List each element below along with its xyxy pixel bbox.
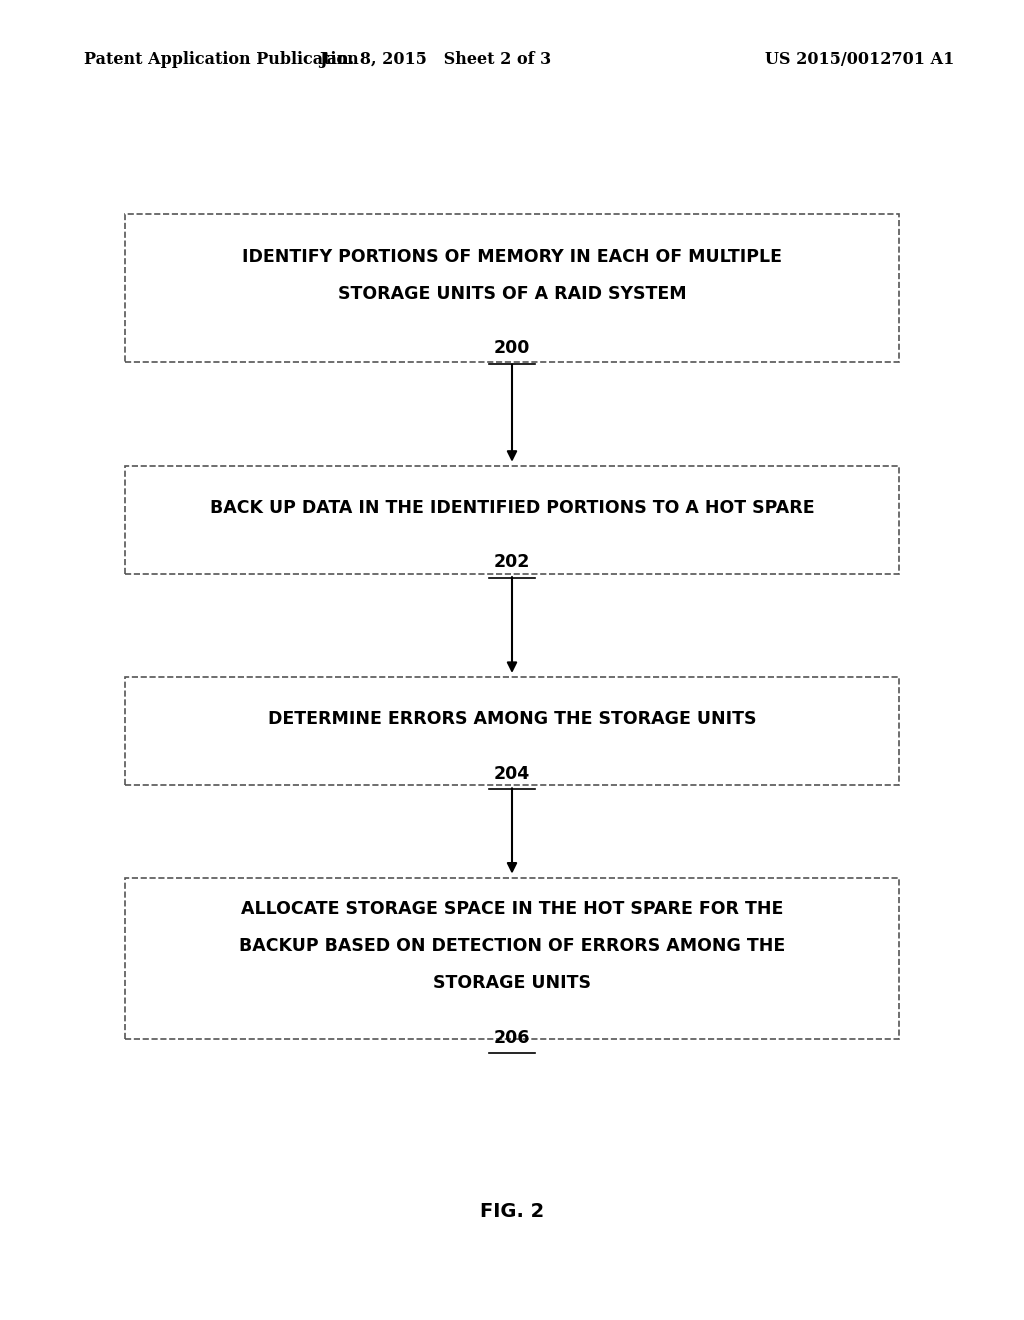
Text: IDENTIFY PORTIONS OF MEMORY IN EACH OF MULTIPLE: IDENTIFY PORTIONS OF MEMORY IN EACH OF M…	[242, 248, 782, 267]
Text: STORAGE UNITS: STORAGE UNITS	[433, 974, 591, 993]
Text: Jan. 8, 2015   Sheet 2 of 3: Jan. 8, 2015 Sheet 2 of 3	[319, 51, 551, 69]
Bar	[125, 677, 899, 785]
Text: FIG. 2: FIG. 2	[480, 1203, 544, 1221]
Text: Patent Application Publication: Patent Application Publication	[84, 51, 358, 69]
Text: 200: 200	[494, 339, 530, 358]
Bar	[125, 878, 899, 1039]
Text: BACK UP DATA IN THE IDENTIFIED PORTIONS TO A HOT SPARE: BACK UP DATA IN THE IDENTIFIED PORTIONS …	[210, 499, 814, 517]
Text: 202: 202	[494, 553, 530, 572]
Text: 206: 206	[494, 1028, 530, 1047]
Text: DETERMINE ERRORS AMONG THE STORAGE UNITS: DETERMINE ERRORS AMONG THE STORAGE UNITS	[267, 710, 757, 729]
Text: 204: 204	[494, 764, 530, 783]
Text: BACKUP BASED ON DETECTION OF ERRORS AMONG THE: BACKUP BASED ON DETECTION OF ERRORS AMON…	[239, 937, 785, 956]
Text: ALLOCATE STORAGE SPACE IN THE HOT SPARE FOR THE: ALLOCATE STORAGE SPACE IN THE HOT SPARE …	[241, 900, 783, 919]
Text: US 2015/0012701 A1: US 2015/0012701 A1	[766, 51, 954, 69]
Bar	[125, 214, 899, 362]
Bar	[125, 466, 899, 574]
Text: STORAGE UNITS OF A RAID SYSTEM: STORAGE UNITS OF A RAID SYSTEM	[338, 285, 686, 304]
